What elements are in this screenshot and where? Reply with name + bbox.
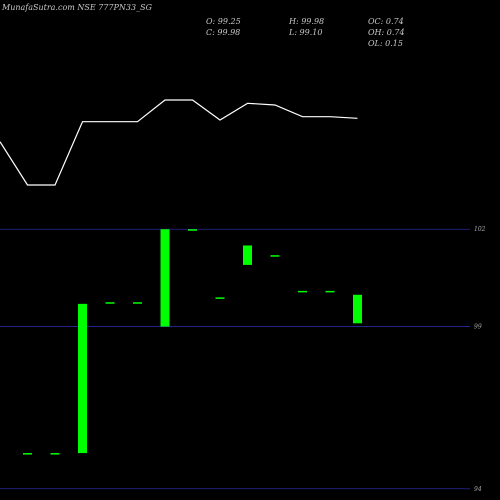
y-tick-label: 99: [474, 324, 482, 331]
chart-title: MunafaSutra.com NSE 777PN33_SG: [1, 3, 153, 12]
candle: [105, 302, 115, 304]
grid-layer: 102 99 94: [0, 226, 486, 493]
candle: [270, 255, 280, 257]
stat-ol: OL: 0.15: [368, 39, 403, 48]
price-line: [0, 99, 358, 186]
candle: [78, 303, 87, 454]
stat-oc: OC: 0.74: [368, 17, 404, 26]
stat-oh: OH: 0.74: [368, 28, 405, 37]
stat-high: H: 99.98: [288, 17, 324, 26]
price-line-layer: [0, 99, 358, 186]
candle-layer: [23, 229, 362, 455]
candle: [215, 297, 225, 299]
candle: [160, 229, 170, 327]
stat-open: O: 99.25: [206, 17, 241, 26]
stat-low: L: 99.10: [288, 28, 322, 37]
candle: [50, 453, 60, 455]
candle: [188, 229, 197, 231]
candle: [353, 294, 362, 324]
candle: [243, 245, 252, 265]
candle: [325, 290, 335, 293]
candle: [23, 453, 32, 455]
y-tick-label: 102: [474, 226, 486, 233]
stat-close: C: 99.98: [206, 28, 240, 37]
candle: [133, 302, 142, 304]
y-tick-label: 94: [474, 486, 482, 493]
candle: [298, 290, 307, 293]
